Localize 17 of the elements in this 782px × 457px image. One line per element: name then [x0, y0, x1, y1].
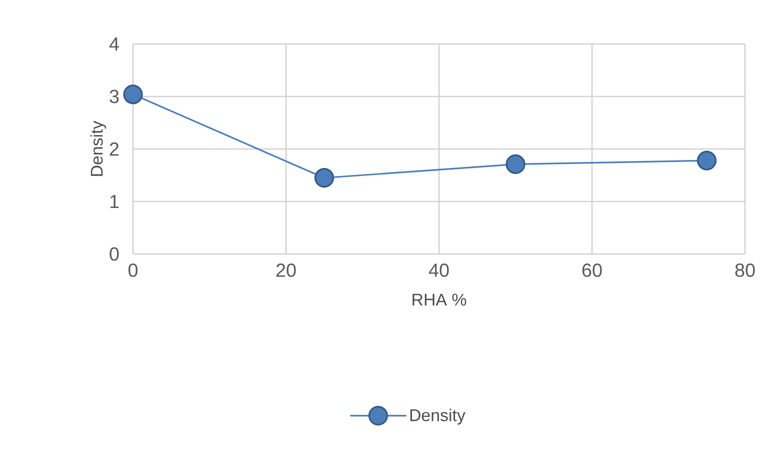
y-tick-label: 2	[110, 142, 119, 156]
point	[506, 154, 526, 174]
y-axis-title: Density	[90, 120, 106, 176]
legend-label: Density	[410, 408, 466, 425]
x-tick-label: 0	[128, 264, 138, 277]
y-tick-label: 0	[110, 247, 119, 261]
x-tick-label: 60	[582, 264, 602, 277]
point	[696, 150, 717, 170]
x-tick-label: 20	[276, 264, 296, 277]
point	[123, 84, 143, 104]
x-axis-title: RHA %	[412, 294, 466, 306]
point	[314, 168, 334, 188]
x-tick-label: 40	[428, 264, 449, 277]
x-tick-label: 80	[735, 264, 755, 277]
y-tick-label: 3	[110, 90, 119, 104]
y-tick-label: 1	[110, 194, 119, 208]
y-tick-label: 4	[109, 37, 119, 50]
